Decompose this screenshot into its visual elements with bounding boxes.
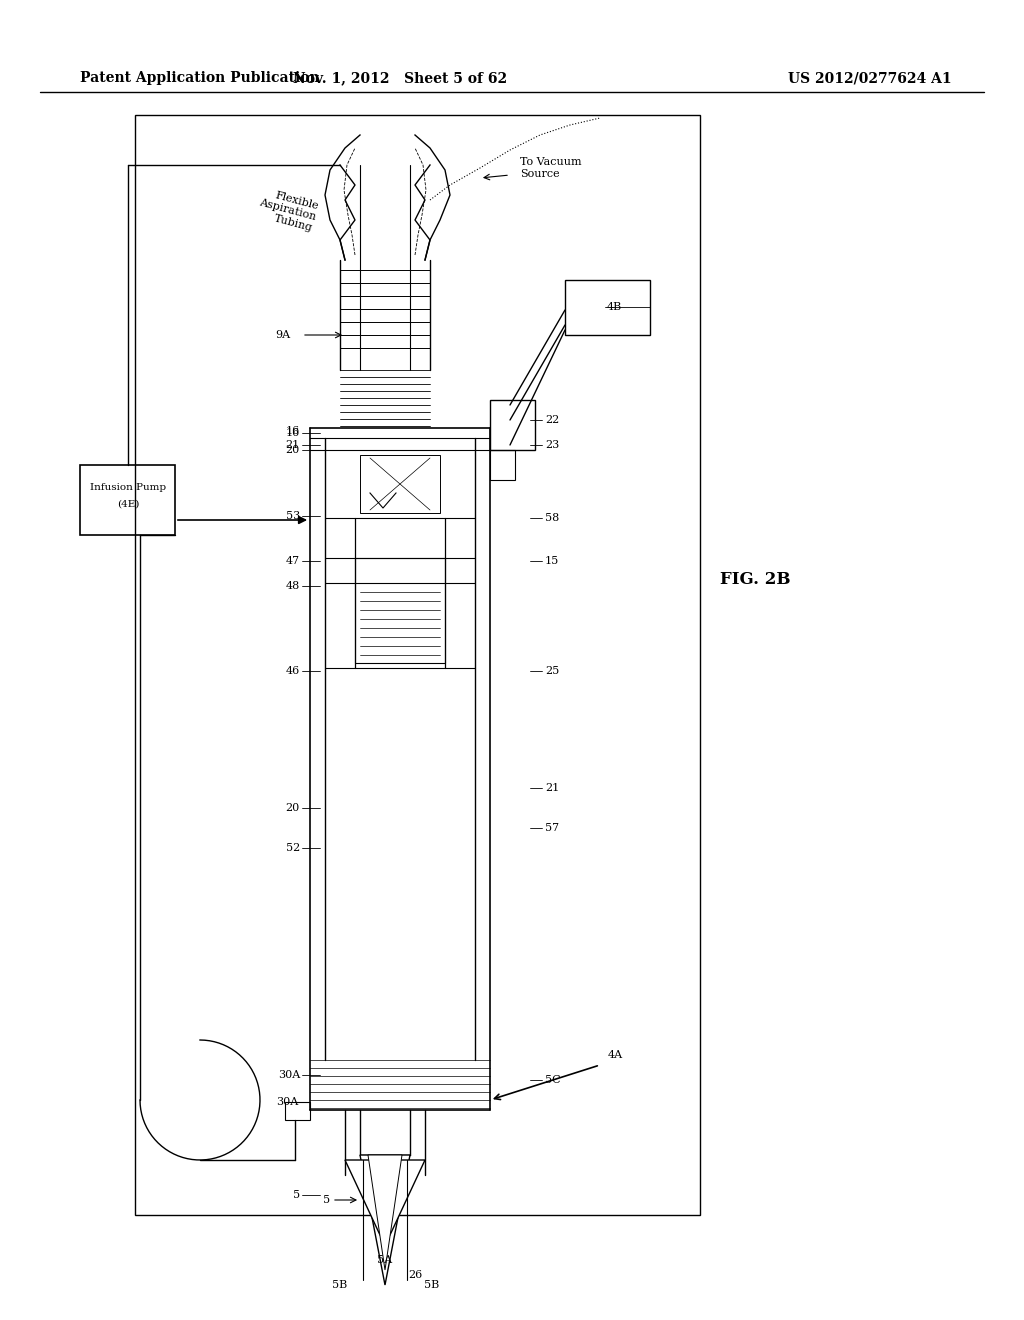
Bar bbox=[135, 115, 700, 1214]
Text: US 2012/0277624 A1: US 2012/0277624 A1 bbox=[788, 71, 952, 84]
Text: 52: 52 bbox=[286, 843, 300, 853]
Bar bbox=[565, 280, 650, 335]
Text: (4E): (4E) bbox=[117, 499, 139, 508]
Polygon shape bbox=[368, 1155, 402, 1270]
Text: 21: 21 bbox=[286, 440, 300, 450]
Text: 5A: 5A bbox=[378, 1255, 392, 1265]
Text: 21: 21 bbox=[545, 783, 559, 793]
Text: Nov. 1, 2012   Sheet 5 of 62: Nov. 1, 2012 Sheet 5 of 62 bbox=[293, 71, 507, 84]
Text: 46: 46 bbox=[286, 667, 300, 676]
Text: 5B: 5B bbox=[424, 1280, 439, 1290]
Text: 4B: 4B bbox=[607, 302, 623, 312]
Text: 5: 5 bbox=[293, 1191, 300, 1200]
Text: 5C: 5C bbox=[545, 1074, 560, 1085]
Text: To Vacuum
Source: To Vacuum Source bbox=[520, 157, 582, 178]
Text: 16: 16 bbox=[286, 426, 300, 436]
Text: 15: 15 bbox=[545, 556, 559, 566]
Text: 9A: 9A bbox=[274, 330, 290, 341]
Bar bbox=[285, 1102, 310, 1119]
Text: 5B: 5B bbox=[333, 1280, 347, 1290]
Bar bbox=[490, 400, 535, 450]
Text: 57: 57 bbox=[545, 822, 559, 833]
Text: 20: 20 bbox=[286, 803, 300, 813]
Text: 16: 16 bbox=[286, 428, 300, 438]
Text: 30A: 30A bbox=[275, 1097, 298, 1107]
Text: 20: 20 bbox=[286, 445, 300, 455]
Bar bbox=[80, 465, 175, 535]
Text: FIG. 2B: FIG. 2B bbox=[720, 572, 791, 589]
Text: 5: 5 bbox=[323, 1195, 330, 1205]
Text: 30A: 30A bbox=[278, 1071, 300, 1080]
Text: 25: 25 bbox=[545, 667, 559, 676]
Text: Infusion Pump: Infusion Pump bbox=[90, 483, 166, 492]
Bar bbox=[355, 558, 445, 663]
Text: 58: 58 bbox=[545, 513, 559, 523]
Text: 26: 26 bbox=[408, 1270, 422, 1280]
Text: 22: 22 bbox=[545, 414, 559, 425]
Bar bbox=[360, 455, 440, 513]
Polygon shape bbox=[345, 1160, 425, 1236]
Polygon shape bbox=[360, 1155, 410, 1284]
Text: Flexible
Aspiration
Tubing: Flexible Aspiration Tubing bbox=[255, 186, 319, 234]
Text: 47: 47 bbox=[286, 556, 300, 566]
Text: 48: 48 bbox=[286, 581, 300, 591]
Text: 23: 23 bbox=[545, 440, 559, 450]
Text: 4A: 4A bbox=[608, 1049, 624, 1060]
Text: 53: 53 bbox=[286, 511, 300, 521]
Text: Patent Application Publication: Patent Application Publication bbox=[80, 71, 319, 84]
Bar bbox=[490, 450, 515, 480]
